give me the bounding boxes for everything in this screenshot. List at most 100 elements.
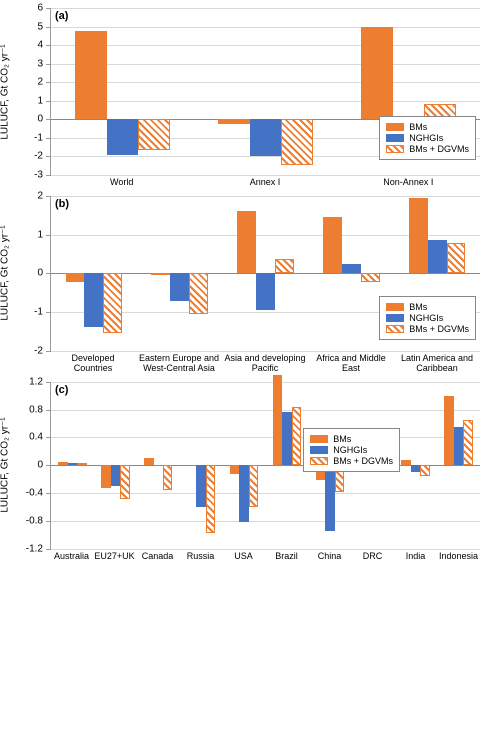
legend-label: BMs: [409, 302, 427, 312]
gridline: [51, 351, 480, 352]
bar: [218, 119, 249, 124]
legend-item: NGHGIs: [386, 133, 469, 143]
legend-item: BMs: [386, 302, 469, 312]
legend-item: BMs + DGVMs: [386, 324, 469, 334]
x-label: EU27+UK: [93, 552, 136, 562]
chart-b: LULUCF, Gt CO₂ yr⁻¹(b)-2-1012BMsNGHGIsBM…: [50, 196, 480, 374]
bar: [256, 273, 275, 310]
bar: [196, 465, 205, 507]
legend-label: BMs: [409, 122, 427, 132]
bar: [68, 463, 77, 465]
y-axis-label: LULUCF, Gt CO₂ yr⁻¹: [0, 44, 11, 139]
bar: [273, 375, 282, 465]
legend-item: BMs: [386, 122, 469, 132]
legend-label: BMs: [333, 434, 351, 444]
x-label: China: [308, 552, 351, 562]
bar: [151, 273, 170, 275]
legend-swatch: [386, 123, 404, 131]
bar: [237, 211, 256, 273]
bar: [103, 273, 122, 333]
y-tick-label: 1: [37, 229, 51, 240]
bar: [361, 27, 392, 120]
y-tick-label: 0.8: [29, 404, 51, 415]
x-labels: AustraliaEU27+UKCanadaRussiaUSABrazilChi…: [50, 552, 480, 562]
bar: [163, 465, 172, 489]
bar: [444, 396, 453, 466]
x-label: Non-Annex I: [337, 178, 480, 188]
legend: BMsNGHGIsBMs + DGVMs: [379, 296, 476, 340]
chart-c: LULUCF, Gt CO₂ yr⁻¹(c)-1.2-0.8-0.400.40.…: [50, 382, 480, 562]
x-label: Indonesia: [437, 552, 480, 562]
bar: [101, 465, 110, 488]
y-tick-label: -1: [34, 132, 51, 143]
y-tick-label: 3: [37, 58, 51, 69]
bar: [342, 264, 361, 274]
y-tick-label: -3: [34, 170, 51, 181]
bar: [323, 217, 342, 273]
y-tick-label: 2: [37, 190, 51, 201]
legend-item: BMs: [310, 434, 393, 444]
legend-swatch: [386, 325, 404, 333]
x-label: Australia: [50, 552, 93, 562]
y-tick-label: 0.4: [29, 432, 51, 443]
x-label: Latin America and Caribbean: [394, 354, 480, 374]
y-tick-label: 6: [37, 3, 51, 14]
legend-swatch: [310, 435, 328, 443]
y-tick-label: -2: [34, 345, 51, 356]
bar: [411, 465, 420, 472]
legend-swatch: [310, 457, 328, 465]
x-label: DRC: [351, 552, 394, 562]
bars-container: [51, 382, 480, 549]
legend-item: NGHGIs: [310, 445, 393, 455]
y-tick-label: 5: [37, 21, 51, 32]
plot-area: LULUCF, Gt CO₂ yr⁻¹(a)-3-2-10123456BMsNG…: [50, 8, 480, 176]
plot-area: LULUCF, Gt CO₂ yr⁻¹(c)-1.2-0.8-0.400.40.…: [50, 382, 480, 550]
bar: [282, 412, 291, 466]
bar: [230, 465, 239, 473]
chart-a: LULUCF, Gt CO₂ yr⁻¹(a)-3-2-10123456BMsNG…: [50, 8, 480, 188]
y-tick-label: 1.2: [29, 376, 51, 387]
bar: [361, 273, 380, 282]
y-tick-label: -0.8: [26, 515, 51, 526]
bar: [275, 259, 294, 273]
bar: [84, 273, 103, 326]
x-label: Brazil: [265, 552, 308, 562]
legend: BMsNGHGIsBMs + DGVMs: [379, 116, 476, 160]
bar: [454, 427, 463, 465]
bar: [292, 407, 301, 465]
x-label: USA: [222, 552, 265, 562]
y-tick-label: 2: [37, 77, 51, 88]
bar: [111, 465, 120, 486]
x-label: Russia: [179, 552, 222, 562]
legend-swatch: [386, 314, 404, 322]
x-label: India: [394, 552, 437, 562]
x-label: World: [50, 178, 193, 188]
x-label: Canada: [136, 552, 179, 562]
bar: [463, 420, 472, 465]
legend-item: BMs + DGVMs: [310, 456, 393, 466]
x-label: Developed Countries: [50, 354, 136, 374]
bar: [447, 243, 466, 273]
bar: [409, 198, 428, 274]
legend: BMsNGHGIsBMs + DGVMs: [303, 428, 400, 472]
legend-label: BMs + DGVMs: [409, 144, 469, 154]
bar: [77, 463, 86, 465]
bar: [58, 462, 67, 465]
bar: [281, 119, 312, 164]
legend-label: NGHGIs: [333, 445, 367, 455]
bar: [239, 465, 248, 522]
x-label: Asia and developing Pacific: [222, 354, 308, 374]
y-tick-label: 0: [37, 114, 51, 125]
legend-label: BMs + DGVMs: [409, 324, 469, 334]
bar: [144, 458, 153, 465]
x-labels: WorldAnnex INon-Annex I: [50, 178, 480, 188]
bar: [120, 465, 129, 498]
bar: [428, 240, 447, 273]
legend-label: NGHGIs: [409, 313, 443, 323]
legend-swatch: [386, 303, 404, 311]
bar: [189, 273, 208, 314]
y-tick-label: -2: [34, 151, 51, 162]
bar: [249, 465, 258, 507]
legend-label: BMs + DGVMs: [333, 456, 393, 466]
bar: [107, 119, 138, 154]
